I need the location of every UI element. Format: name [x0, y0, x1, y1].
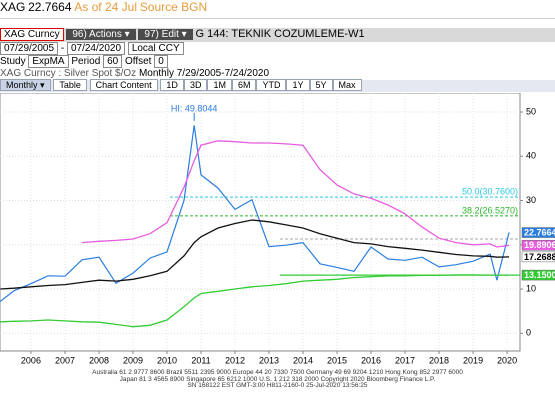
- period-button[interactable]: YTD: [256, 79, 287, 91]
- high-label: HI: 49.8044: [171, 103, 218, 113]
- table-button[interactable]: Table: [53, 79, 87, 91]
- date-range: 7/29/2005-7/24/2020: [176, 68, 270, 79]
- x-tick-label: 2015: [327, 355, 347, 365]
- page-title: G 144: TEKNIK COZUMLEME-W1: [195, 28, 365, 40]
- x-tick-label: 2008: [89, 355, 109, 365]
- frequency-select[interactable]: Monthly ▾: [0, 79, 51, 91]
- header-bar: XAG 22.7664 As of 24 Jul Source BGN: [0, 0, 555, 19]
- x-tick-label: 2019: [463, 355, 483, 365]
- period-button[interactable]: 1D: [160, 79, 184, 91]
- study[interactable]: ExpMA: [28, 55, 69, 68]
- period-button[interactable]: 1Y: [286, 79, 310, 91]
- period-button[interactable]: Max: [332, 79, 362, 91]
- x-tick-label: 2009: [123, 355, 143, 365]
- footer-line: SN 168122 EST GMT-3:00 H811-2160-0 25-Ju…: [187, 382, 368, 389]
- edit-menu[interactable]: 97) Edit ▾: [138, 29, 193, 40]
- study-bar: Study ExpMA Period 60 Offset 0: [0, 55, 555, 69]
- x-tick-label: 2010: [157, 355, 177, 365]
- reference-label: 50.0(30.7600): [462, 187, 518, 197]
- x-tick-label: 2012: [225, 355, 245, 365]
- period-button[interactable]: 1M: [207, 79, 232, 91]
- reference-label: 38.2(26.5270): [462, 205, 518, 215]
- series-line: [0, 219, 510, 290]
- actions-menu[interactable]: 96) Actions ▾: [66, 29, 136, 40]
- y-tick-label: 30: [526, 195, 536, 205]
- last-value-tag: [521, 227, 555, 238]
- study-label: Study: [0, 56, 26, 67]
- period[interactable]: 60: [103, 55, 123, 68]
- footer-line: Japan 81 3 4565 8900 Singapore 65 6212 1…: [119, 375, 436, 383]
- chart-content-button[interactable]: Chart Content: [89, 79, 158, 91]
- last-value-label: 13.1500: [524, 270, 555, 280]
- chart: 0102030405020062007200820092010201120122…: [0, 93, 555, 365]
- x-tick-label: 2014: [293, 355, 313, 365]
- last-value-label: 22.7664: [524, 227, 555, 237]
- source: Source BGN: [139, 0, 208, 14]
- offset-label: Offset: [124, 56, 152, 67]
- currency[interactable]: Local CCY: [127, 42, 184, 55]
- footer-line: Australia 61 2 9777 8600 Brazil 5511 239…: [92, 369, 463, 376]
- security-input[interactable]: XAG Curncy: [0, 28, 64, 41]
- y-tick-label: 50: [526, 106, 536, 116]
- start-date[interactable]: 07/29/2005: [0, 42, 59, 55]
- toolbar: Monthly ▾ Table Chart Content 1D 3D 1M 6M YT…: [0, 79, 555, 92]
- x-tick-label: 2016: [361, 355, 381, 365]
- last-value-tag: [521, 251, 555, 263]
- range-bar: 07/29/2005 - 07/24/2020 Local CCY: [0, 42, 555, 56]
- offset[interactable]: 0: [154, 55, 168, 68]
- x-tick-label: 2013: [259, 355, 279, 365]
- x-tick-label: 2017: [395, 355, 415, 365]
- last-value-label: 19.8906: [524, 240, 555, 250]
- period-button[interactable]: 3D: [183, 79, 208, 91]
- period-button[interactable]: 6M: [231, 79, 257, 91]
- x-tick-label: 2011: [191, 355, 210, 365]
- as-of: As of 24 Jul: [74, 0, 137, 14]
- footer: Australia 61 2 9777 8600 Brazil 5511 239…: [0, 369, 555, 400]
- separator: -: [60, 43, 65, 54]
- period-label: Period: [71, 56, 101, 67]
- period-button[interactable]: 5Y: [309, 79, 333, 91]
- chart-header: XAG Curncy : Silver Spot $/Oz Monthly 7/…: [0, 68, 555, 79]
- last-value-tag: [521, 240, 555, 251]
- x-tick-label: 2006: [21, 355, 41, 365]
- command-bar: XAG Curncy 96) Actions ▾ 97) Edit ▾ G 14…: [0, 28, 555, 42]
- y-tick-label: 40: [526, 151, 536, 161]
- frequency: Monthly: [138, 68, 174, 79]
- x-tick-label: 2018: [429, 355, 449, 365]
- security-description: XAG Curncy : Silver Spot $/Oz: [0, 68, 137, 79]
- y-tick-label: 10: [526, 283, 536, 293]
- x-tick-label: 2007: [55, 355, 75, 365]
- ticker: XAG: [0, 0, 26, 14]
- y-tick-label: 0: [526, 328, 531, 338]
- series-line: [81, 140, 510, 248]
- last-value-tag: [521, 269, 555, 281]
- end-date[interactable]: 07/24/2020: [66, 42, 126, 55]
- last-value-label: 17.2688: [524, 252, 555, 262]
- price: 22.7664: [28, 0, 72, 14]
- x-tick-label: 2020: [497, 355, 517, 365]
- series-line: [0, 274, 510, 328]
- series-line: [0, 125, 510, 302]
